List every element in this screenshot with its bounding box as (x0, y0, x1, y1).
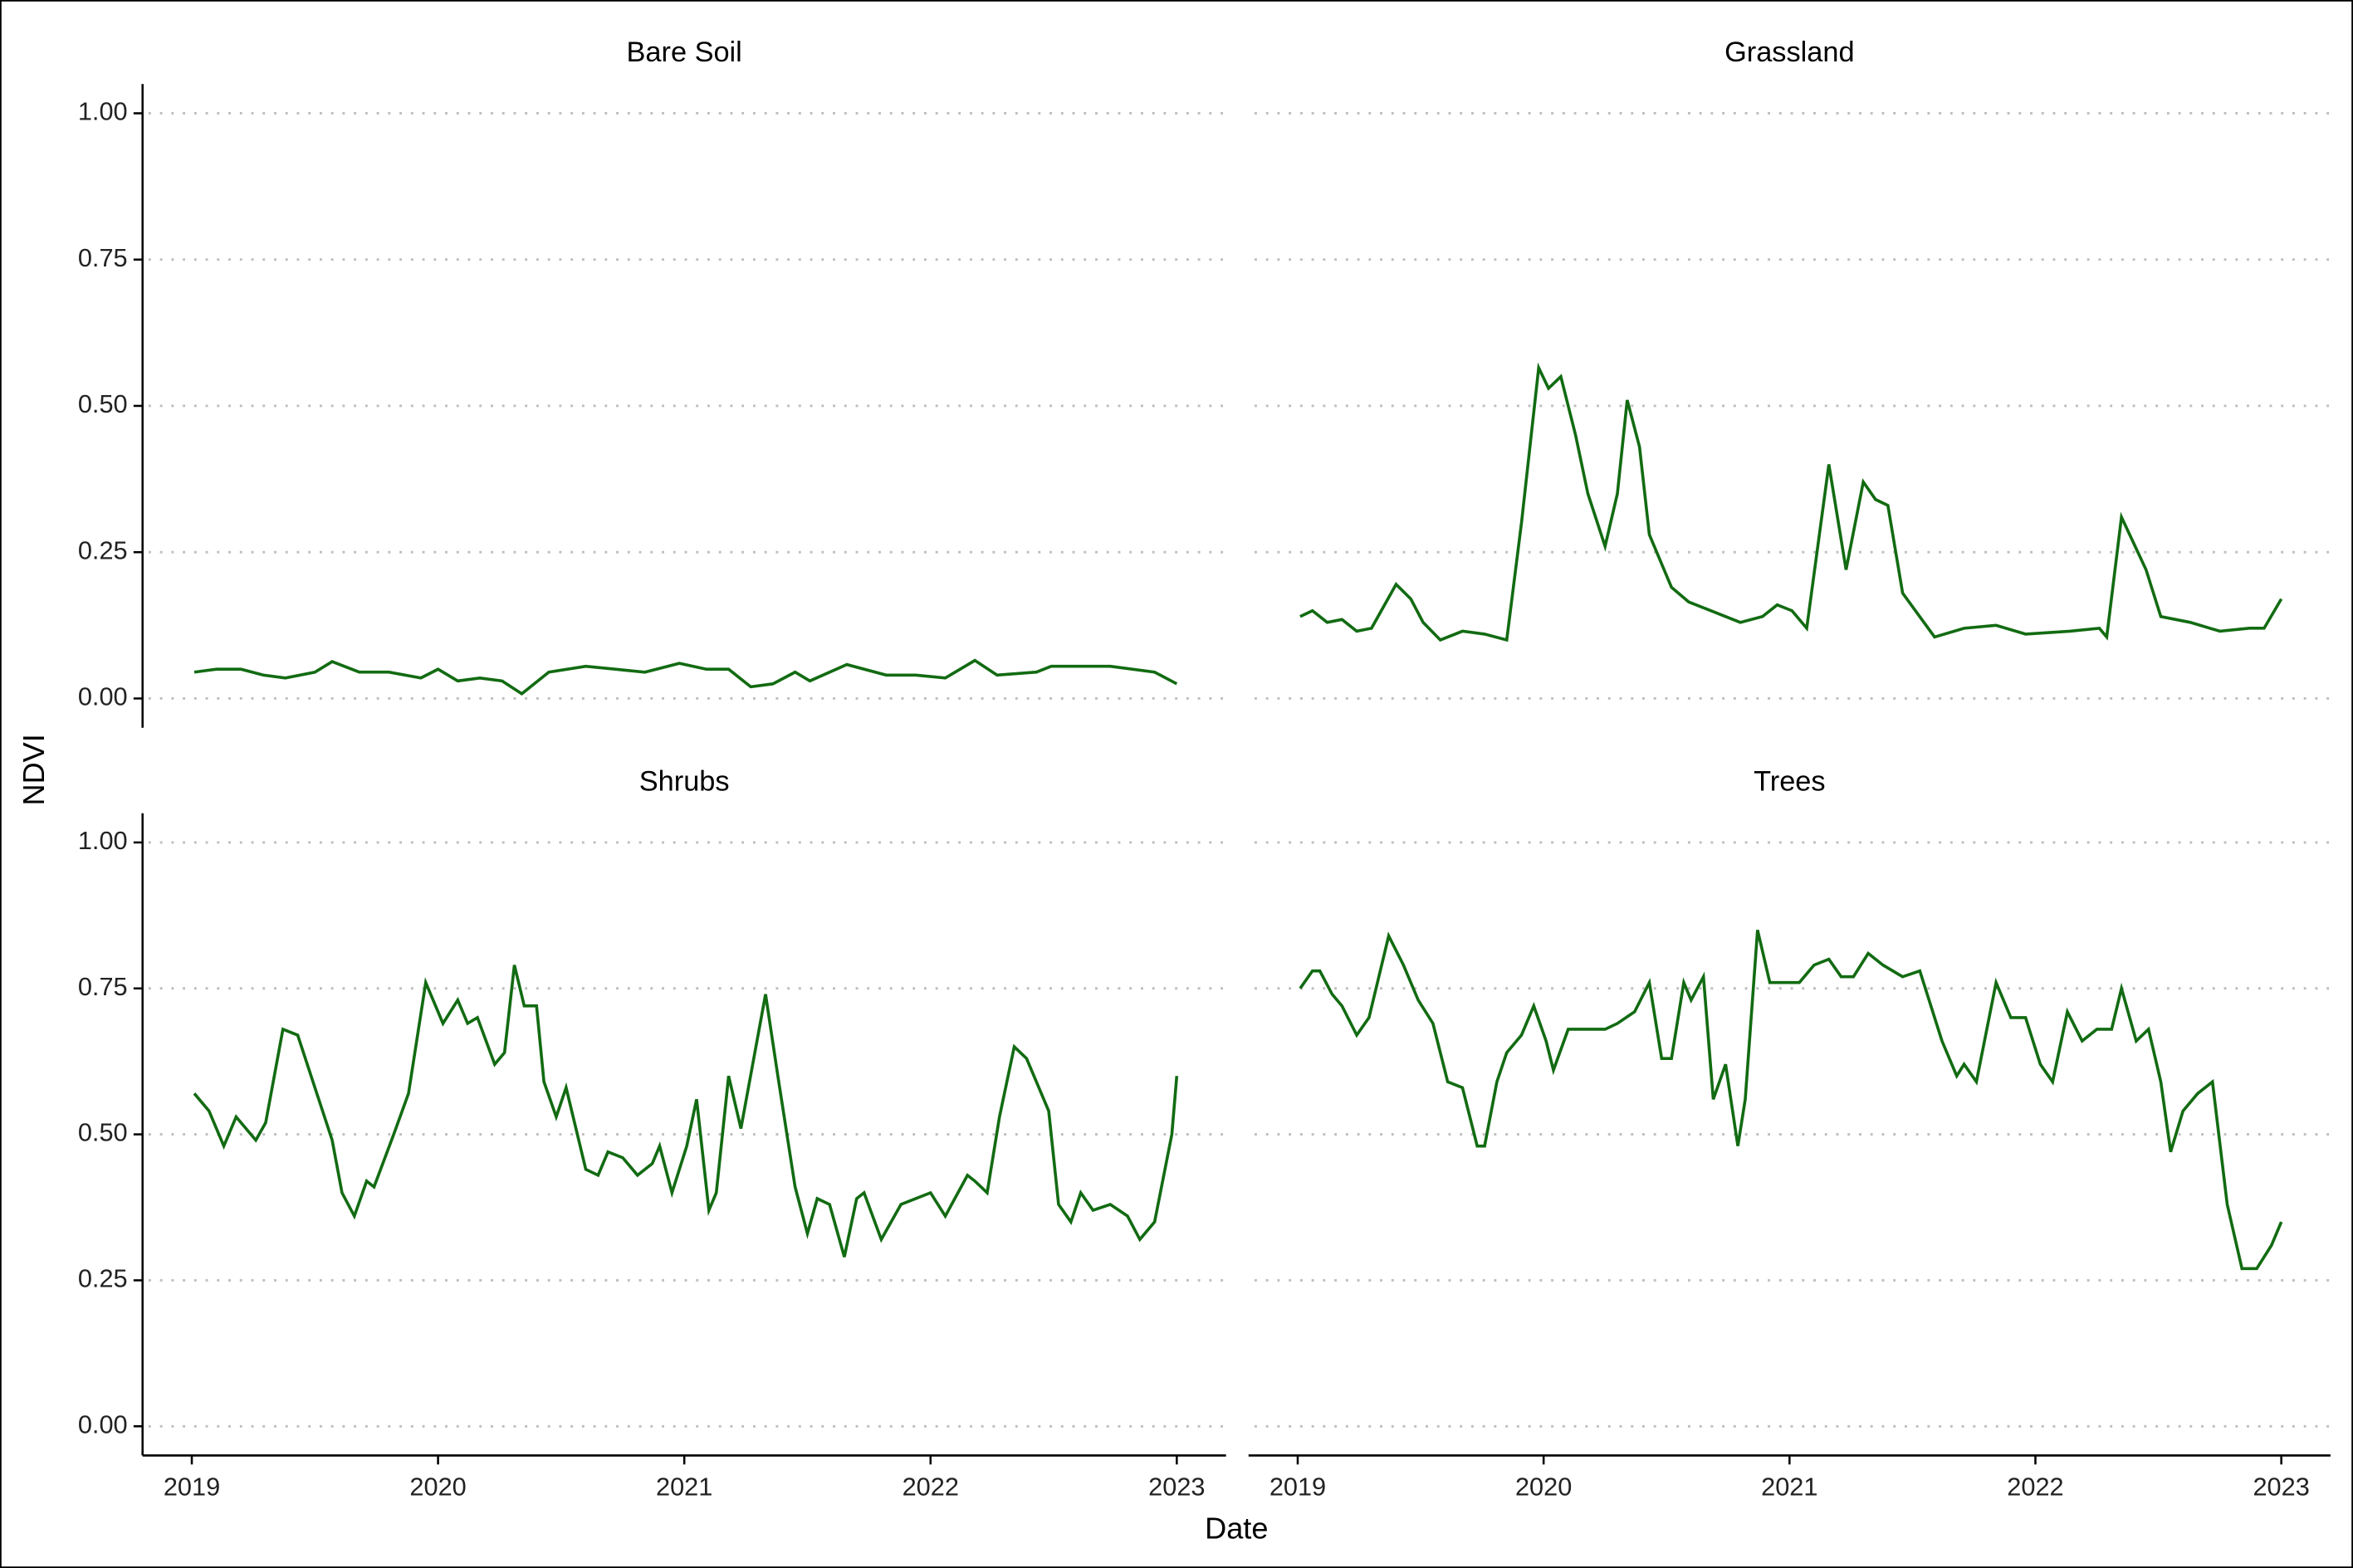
panel-title: Shrubs (639, 766, 730, 798)
x-tick-label: 2021 (1761, 1472, 1817, 1501)
data-line (1299, 930, 2283, 1271)
x-tick-label: 2022 (2007, 1472, 2063, 1501)
y-tick-label: 0.75 (78, 972, 128, 1001)
x-axis-title: Date (1205, 1511, 1268, 1545)
data-line (193, 658, 1178, 696)
data-line (1299, 362, 2283, 642)
x-tick-label: 2019 (1269, 1472, 1326, 1501)
y-tick-label: 1.00 (78, 97, 128, 126)
x-tick-label: 2023 (2253, 1472, 2309, 1501)
y-tick-label: 0.25 (78, 535, 128, 564)
x-tick-label: 2022 (903, 1472, 959, 1501)
panel-title: Bare Soil (627, 37, 742, 68)
y-tick-label: 0.50 (78, 1118, 128, 1147)
y-tick-label: 0.00 (78, 1409, 128, 1439)
panel-title: Grassland (1724, 37, 1854, 68)
x-tick-label: 2023 (1148, 1472, 1205, 1501)
data-line (193, 965, 1179, 1258)
y-tick-label: 0.50 (78, 389, 128, 418)
x-tick-label: 2021 (656, 1472, 712, 1501)
panel-title: Trees (1754, 766, 1825, 798)
y-tick-label: 0.75 (78, 243, 128, 272)
x-tick-label: 2020 (409, 1472, 466, 1501)
y-tick-label: 0.00 (78, 682, 128, 711)
x-tick-label: 2020 (1515, 1472, 1572, 1501)
y-tick-label: 1.00 (78, 826, 128, 855)
x-tick-label: 2019 (164, 1472, 220, 1501)
y-axis-title: NDVI (17, 734, 51, 805)
y-tick-label: 0.25 (78, 1264, 128, 1293)
